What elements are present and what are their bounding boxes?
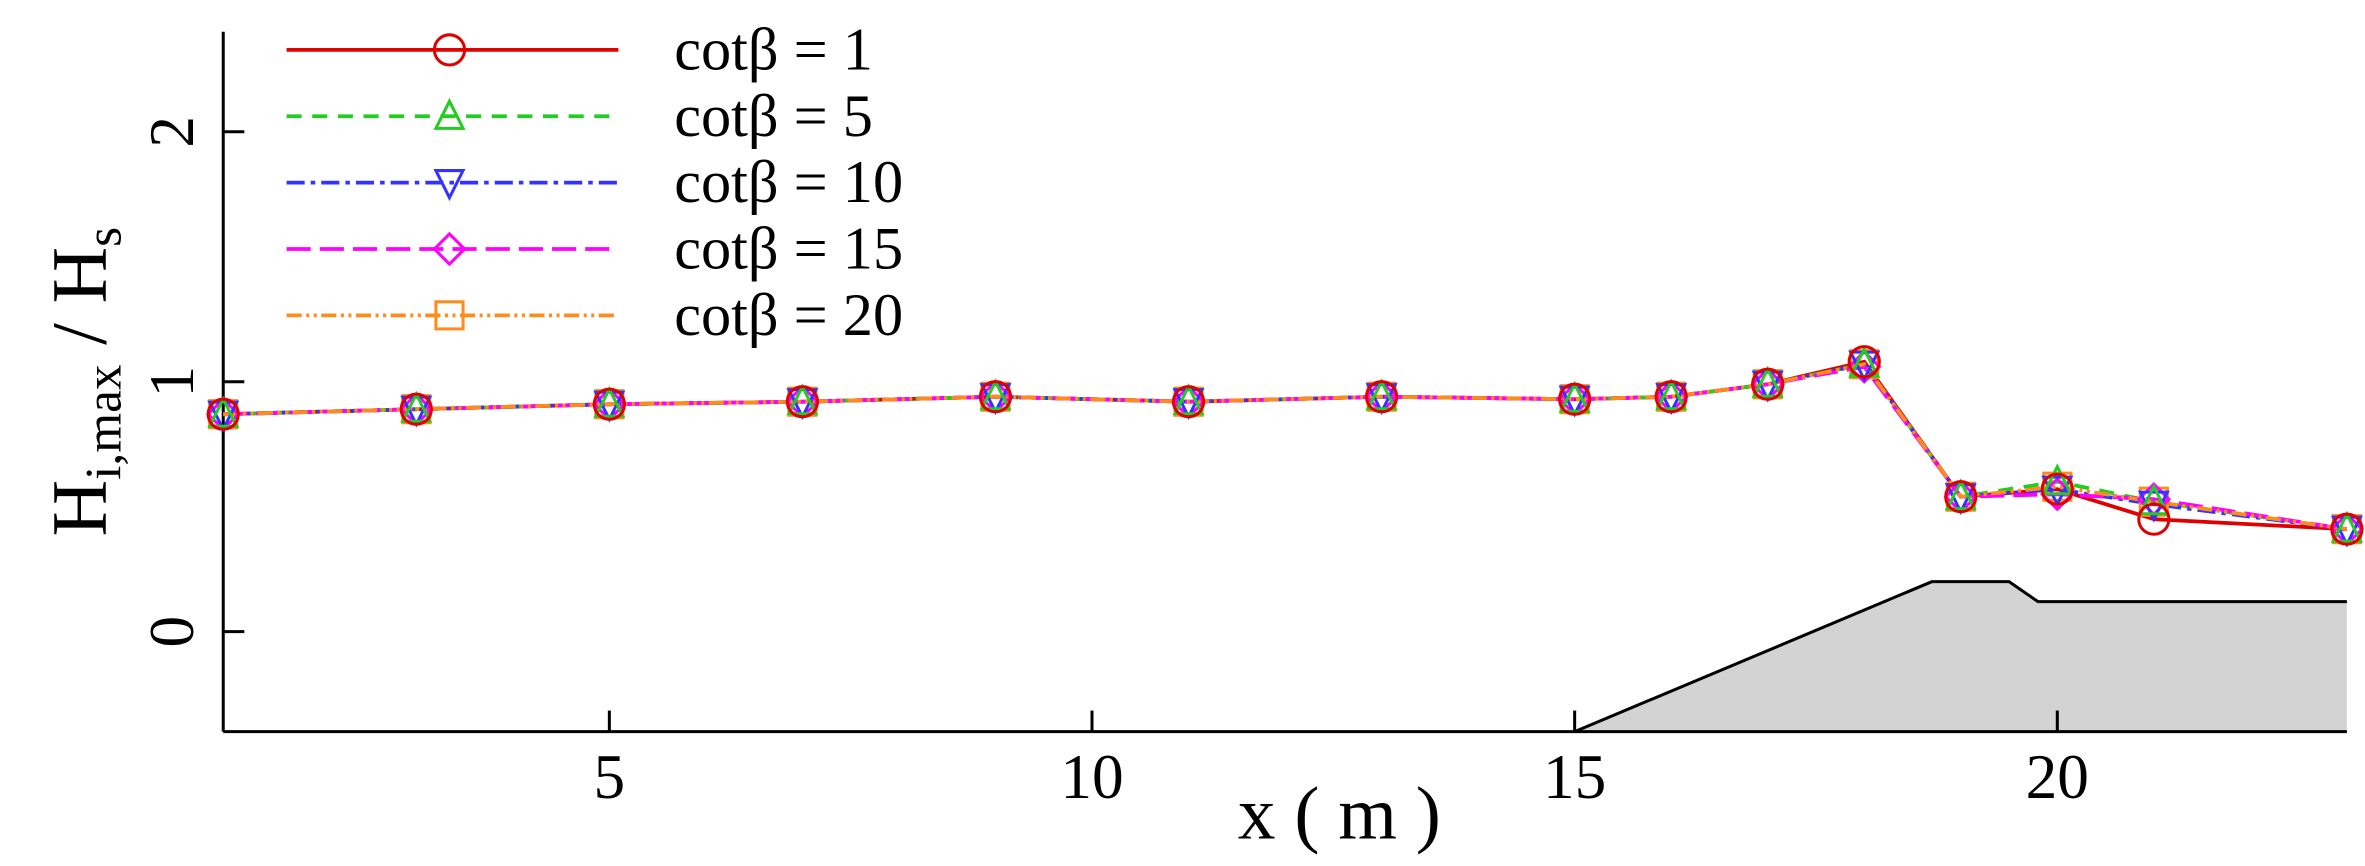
legend-label: cotβ = 1 [674,17,873,84]
legend-label: cotβ = 5 [674,83,873,150]
legend-marker [433,169,466,202]
marker [399,392,433,426]
y-label-sub: i,max [76,365,133,480]
series-line [223,359,2347,532]
legend-label: cotβ = 20 [674,282,903,349]
marker [1751,367,1785,401]
marker [785,385,820,419]
marker [2040,472,2074,506]
legend-label: cotβ = 15 [674,216,903,283]
legend-marker [434,300,465,331]
marker [2330,512,2364,546]
legend-marker [433,97,466,130]
marker [979,378,1012,411]
x-tick-label: 20 [2026,742,2089,812]
y-label-sub: s [76,227,133,247]
x-axis-label: x ( m ) [1238,773,1441,856]
marker [786,383,819,416]
marker [206,397,240,431]
x-tick-label: 15 [1543,742,1606,812]
y-axis-label: Hi,max / Hs [36,227,133,537]
series-line [223,362,2348,532]
marker [1172,383,1205,416]
marker [2041,475,2074,508]
marker [1558,382,1592,416]
y-tick-label: 1 [137,366,207,398]
x-tick-label: 5 [594,742,626,812]
marker [1751,365,1784,398]
legend-marker [432,231,467,267]
series-line [223,362,2348,532]
legend-marker [432,33,467,67]
marker [1365,380,1399,414]
y-tick-label: 2 [137,116,207,148]
marker [207,395,240,428]
marker [2330,510,2363,543]
marker [400,390,433,423]
marker [2137,502,2171,536]
marker [593,385,626,418]
series-line [223,364,2348,532]
bathymetry [1574,581,2347,732]
marker [978,380,1013,414]
series-line [223,362,2348,532]
marker [592,387,626,421]
marker [1654,380,1688,414]
marker [1847,345,1881,379]
bathymetry-outline [1574,580,2347,734]
y-label-part: H [36,480,123,537]
marker [2137,483,2170,516]
marker [1655,378,1688,411]
marker [2041,463,2074,496]
marker [1171,385,1206,419]
y-label-part: / H [36,247,123,365]
y-tick-label: 0 [137,616,207,648]
marker [1558,380,1591,413]
marker [1944,480,1978,514]
legend-label: cotβ = 10 [674,149,903,216]
marker [1365,378,1398,411]
marker [1944,478,1977,511]
x-tick-label: 10 [1060,742,1123,812]
